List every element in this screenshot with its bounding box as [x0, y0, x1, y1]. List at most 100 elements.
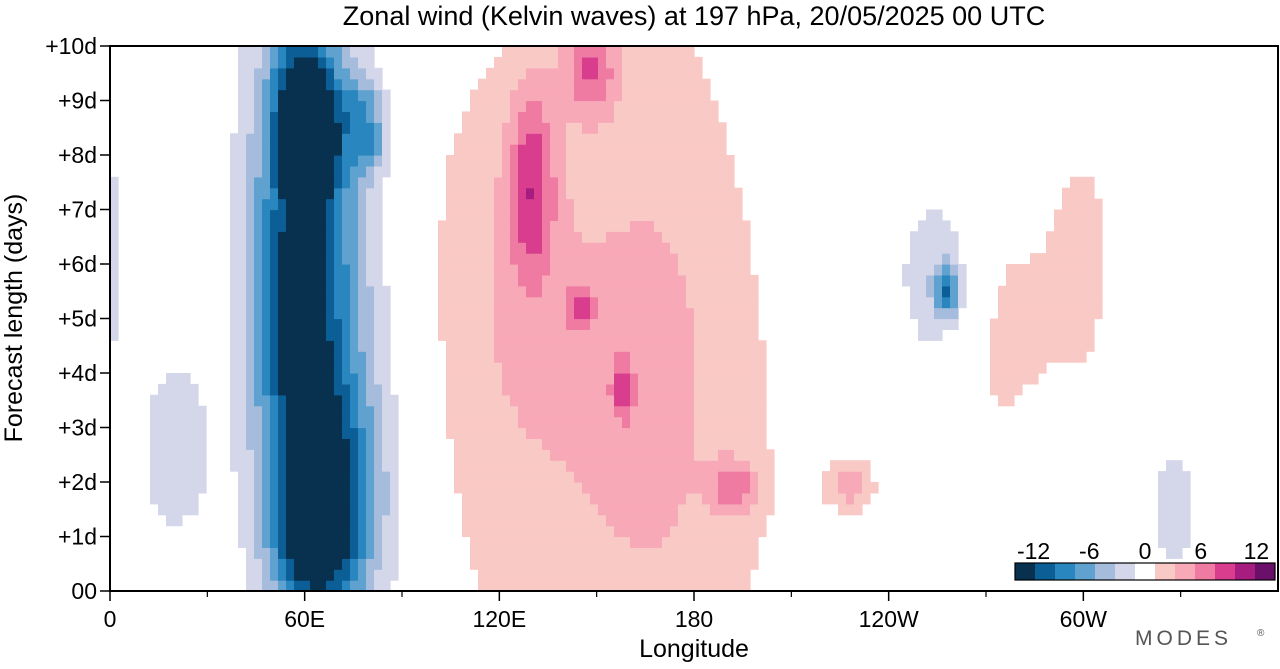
field-cell [574, 569, 583, 581]
field-cell [990, 351, 999, 363]
field-cell [518, 165, 527, 178]
field-cell [654, 438, 663, 450]
field-cell [622, 242, 631, 254]
field-cell [526, 416, 535, 429]
field-cell [150, 394, 159, 407]
field-cell [582, 373, 591, 385]
field-cell [702, 362, 711, 374]
field-cell [286, 242, 295, 254]
field-cell [918, 285, 927, 298]
field-cell [614, 405, 623, 418]
field-cell [694, 144, 703, 156]
field-cell [526, 569, 535, 581]
field-cell [734, 231, 743, 243]
field-cell [470, 198, 479, 211]
field-cell [518, 264, 527, 276]
field-cell [294, 198, 303, 211]
field-cell [286, 56, 295, 69]
colorbar-swatch [1075, 563, 1096, 580]
field-cell [566, 427, 575, 439]
field-cell [494, 78, 503, 91]
field-cell [366, 122, 375, 134]
field-cell [318, 242, 327, 254]
field-cell [662, 547, 671, 559]
field-cell [342, 449, 351, 461]
field-cell [494, 503, 503, 516]
field-cell [270, 427, 279, 439]
field-cell [718, 155, 727, 167]
field-cell [1022, 318, 1031, 330]
field-cell [662, 394, 671, 407]
field-cell [558, 46, 567, 58]
field-cell [750, 482, 759, 494]
field-cell [742, 514, 751, 527]
field-cell [478, 373, 487, 385]
field-cell [670, 471, 679, 483]
field-cell [910, 253, 919, 265]
field-cell [734, 340, 743, 352]
field-cell [478, 220, 487, 232]
field-cell [350, 492, 359, 505]
field-cell [534, 460, 543, 472]
field-cell [542, 547, 551, 559]
field-cell [342, 503, 351, 516]
field-cell [702, 165, 711, 178]
field-cell [310, 405, 319, 418]
field-cell [566, 373, 575, 385]
field-cell [278, 253, 287, 265]
field-cell [574, 209, 583, 221]
field-cell [670, 274, 679, 287]
field-cell [654, 383, 663, 396]
field-cell [582, 394, 591, 407]
field-cell [710, 187, 719, 200]
field-cell [326, 133, 335, 145]
field-cell [1182, 514, 1191, 527]
field-cell [582, 89, 591, 102]
field-cell [310, 296, 319, 309]
field-cell [270, 198, 279, 211]
field-cell [494, 482, 503, 494]
field-cell [294, 427, 303, 439]
field-cell [294, 449, 303, 461]
field-cell [1030, 264, 1039, 276]
field-cell [294, 67, 303, 80]
field-cell [246, 296, 255, 309]
field-cell [654, 274, 663, 287]
field-cell [670, 536, 679, 548]
field-cell [350, 56, 359, 69]
field-cell [294, 394, 303, 407]
field-cell [310, 122, 319, 134]
field-cell [582, 198, 591, 211]
field-cell [334, 329, 343, 341]
field-cell [566, 253, 575, 265]
field-cell [1022, 264, 1031, 276]
field-cell [502, 547, 511, 559]
field-cell [662, 144, 671, 156]
field-cell [286, 394, 295, 407]
field-cell [1014, 373, 1023, 385]
field-cell [566, 307, 575, 320]
field-cell [662, 307, 671, 320]
field-cell [286, 351, 295, 363]
field-cell [566, 100, 575, 112]
field-cell [566, 220, 575, 232]
field-cell [510, 514, 519, 527]
field-cell [1078, 231, 1087, 243]
field-cell [654, 198, 663, 211]
field-cell [582, 449, 591, 461]
field-cell [638, 187, 647, 200]
field-cell [662, 438, 671, 450]
field-cell [110, 285, 119, 298]
field-cell [550, 525, 559, 538]
field-cell [606, 318, 615, 330]
field-cell [238, 525, 247, 538]
field-cell [262, 307, 271, 320]
field-cell [694, 111, 703, 123]
field-cell [326, 449, 335, 461]
field-cell [310, 471, 319, 483]
field-cell [478, 144, 487, 156]
field-cell [470, 133, 479, 145]
field-cell [510, 46, 519, 58]
field-cell [694, 547, 703, 559]
field-cell [110, 209, 119, 221]
